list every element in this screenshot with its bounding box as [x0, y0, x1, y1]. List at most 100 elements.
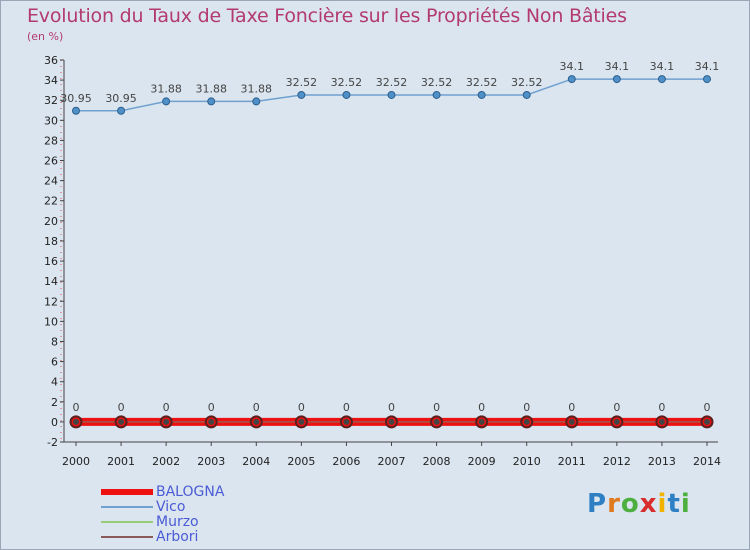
data-label-balogna: 0	[298, 401, 305, 414]
y-axis-unit-label: (en %)	[27, 30, 64, 43]
y-tick-label: 8	[51, 335, 58, 348]
data-label-vico: 31.88	[195, 82, 227, 95]
data-label-balogna: 0	[163, 401, 170, 414]
logo-letter: r	[607, 489, 621, 519]
data-point-vico	[162, 97, 171, 106]
data-label-balogna: 0	[73, 401, 80, 414]
x-tick-label: 2007	[378, 455, 406, 468]
y-tick-label: 30	[44, 114, 58, 127]
y-tick-label: 4	[51, 376, 58, 389]
data-label-balogna: 0	[388, 401, 395, 414]
x-tick-label: 2001	[107, 455, 135, 468]
data-label-balogna: 0	[253, 401, 260, 414]
logo-letter: i	[680, 489, 691, 519]
y-tick-label: 2	[51, 396, 58, 409]
logo-letter: i	[657, 489, 668, 519]
data-point-vico	[567, 75, 576, 84]
data-point-center	[568, 418, 575, 425]
y-tick-label: 24	[44, 175, 58, 188]
data-point-vico	[703, 75, 711, 84]
data-point-vico	[252, 97, 261, 106]
data-point-center	[388, 418, 395, 425]
y-tick-label: 32	[44, 94, 58, 107]
y-tick-label: 12	[44, 295, 58, 308]
y-tick-label: 34	[44, 74, 58, 87]
data-label-vico: 30.95	[60, 92, 92, 105]
y-tick-label: 20	[44, 215, 58, 228]
data-point-vico	[432, 90, 441, 99]
data-point-center	[298, 418, 305, 425]
y-tick-label: 0	[51, 416, 58, 429]
x-tick-label: 2012	[603, 455, 631, 468]
logo-letter: o	[620, 489, 640, 519]
legend-swatch	[101, 521, 153, 523]
y-tick-label: 18	[44, 235, 58, 248]
data-label-balogna: 0	[478, 401, 485, 414]
x-tick-label: 2006	[332, 455, 360, 468]
x-tick-label: 2008	[423, 455, 451, 468]
data-label-balogna: 0	[658, 401, 665, 414]
data-point-vico	[117, 106, 126, 115]
proxiti-logo: Proxiti	[587, 489, 691, 519]
data-label-vico: 32.52	[376, 76, 408, 89]
data-label-vico: 34.1	[560, 60, 585, 73]
data-point-center	[163, 418, 170, 425]
data-point-vico	[297, 90, 306, 99]
x-tick-label: 2013	[648, 455, 676, 468]
x-tick-label: 2014	[693, 455, 721, 468]
data-label-vico: 32.52	[331, 76, 363, 89]
data-point-vico	[657, 75, 666, 84]
data-label-vico: 31.88	[241, 82, 273, 95]
data-point-center	[478, 418, 485, 425]
data-point-center	[253, 418, 260, 425]
data-label-balogna: 0	[523, 401, 530, 414]
data-point-center	[118, 418, 125, 425]
data-label-vico: 30.95	[105, 92, 137, 105]
data-label-balogna: 0	[568, 401, 575, 414]
data-point-center	[433, 418, 440, 425]
data-point-center	[658, 418, 665, 425]
data-label-vico: 34.1	[605, 60, 630, 73]
data-point-center	[73, 418, 79, 425]
legend-label: Arbori	[156, 529, 199, 545]
x-tick-label: 2011	[558, 455, 586, 468]
y-tick-label: 10	[44, 315, 58, 328]
data-point-center	[523, 418, 530, 425]
data-point-vico	[387, 90, 396, 99]
x-tick-label: 2000	[62, 455, 90, 468]
data-label-vico: 34.1	[695, 60, 720, 73]
legend-label: Vico	[156, 499, 186, 515]
data-label-vico: 32.52	[466, 76, 498, 89]
data-label-vico: 32.52	[421, 76, 453, 89]
data-point-vico	[477, 90, 486, 99]
data-label-balogna: 0	[433, 401, 440, 414]
data-label-vico: 32.52	[286, 76, 318, 89]
data-point-center	[613, 418, 620, 425]
legend-label: Murzo	[156, 514, 199, 530]
legend-swatch	[101, 506, 153, 508]
data-label-vico: 31.88	[150, 82, 182, 95]
logo-letter: P	[587, 489, 608, 519]
y-tick-label: -2	[47, 436, 58, 449]
logo-letter: t	[667, 489, 681, 519]
x-tick-label: 2010	[513, 455, 541, 468]
logo-letter: x	[639, 489, 658, 519]
data-label-vico: 32.52	[511, 76, 543, 89]
data-point-vico	[72, 106, 80, 115]
y-tick-label: 16	[44, 255, 58, 268]
x-tick-label: 2002	[152, 455, 180, 468]
y-tick-label: 26	[44, 155, 58, 168]
chart-title: Evolution du Taux de Taxe Foncière sur l…	[27, 5, 627, 27]
y-tick-label: 6	[51, 356, 58, 369]
data-point-vico	[612, 75, 621, 84]
x-tick-label: 2005	[287, 455, 315, 468]
y-tick-label: 28	[44, 134, 58, 147]
legend-swatch	[101, 536, 153, 538]
legend-swatch	[101, 489, 153, 495]
legend-label: BALOGNA	[156, 484, 225, 500]
data-point-center	[343, 418, 350, 425]
data-point-vico	[207, 97, 216, 106]
data-label-balogna: 0	[343, 401, 350, 414]
